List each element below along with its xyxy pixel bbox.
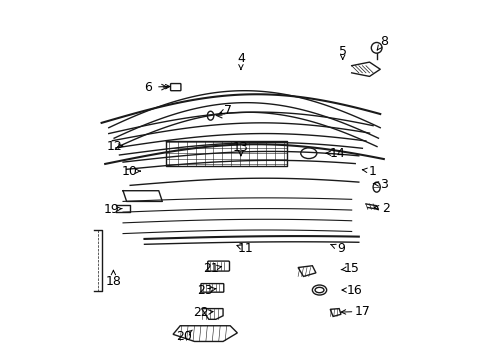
Text: 14: 14 [329,147,345,160]
Polygon shape [173,326,237,342]
Polygon shape [329,309,340,316]
Text: 5: 5 [338,45,346,58]
Text: 17: 17 [354,305,369,318]
Text: 23: 23 [197,284,213,297]
Text: 20: 20 [176,330,191,343]
Text: 4: 4 [237,52,244,65]
FancyBboxPatch shape [201,284,224,292]
FancyBboxPatch shape [207,261,229,271]
Text: 7: 7 [223,104,231,117]
Text: 10: 10 [122,165,137,177]
Text: 2: 2 [381,202,389,215]
Text: 1: 1 [368,165,376,177]
Text: 3: 3 [379,178,387,191]
Text: 12: 12 [106,140,122,153]
Text: 6: 6 [144,81,152,94]
Text: 15: 15 [343,262,359,275]
Text: 11: 11 [237,242,253,255]
Text: 21: 21 [202,262,218,275]
Text: 8: 8 [379,35,387,48]
Text: 18: 18 [105,275,121,288]
Text: 9: 9 [336,242,344,255]
Text: 16: 16 [346,284,362,297]
Polygon shape [298,266,315,276]
Polygon shape [201,309,223,319]
Text: 13: 13 [233,141,248,154]
Text: 19: 19 [103,203,119,216]
FancyBboxPatch shape [170,84,181,91]
Text: 22: 22 [193,306,208,319]
